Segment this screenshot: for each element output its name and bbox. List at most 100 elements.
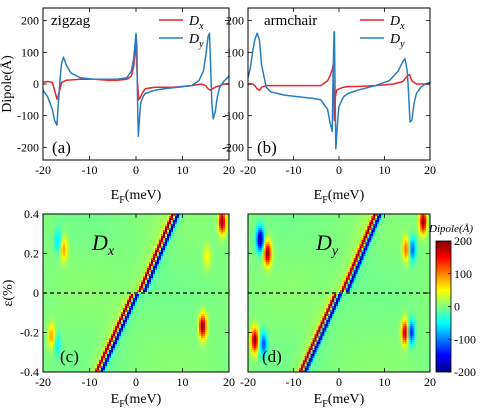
heatmap-cell: [183, 260, 186, 263]
heatmap-cell: [121, 296, 124, 299]
heatmap-cell: [155, 236, 158, 239]
heatmap-cell: [123, 234, 126, 237]
heatmap-cell: [215, 284, 218, 287]
heatmap-cell: [169, 272, 172, 275]
heatmap-cell: [51, 294, 54, 297]
heatmap-cell: [43, 262, 46, 265]
heatmap-cell: [205, 284, 208, 287]
heatmap-cell: [119, 252, 122, 255]
heatmap-cell: [195, 216, 198, 219]
heatmap-cell: [79, 288, 82, 291]
heatmap-cell: [83, 286, 86, 289]
heatmap-cell: [123, 228, 126, 231]
heatmap-cell: [69, 226, 72, 229]
heatmap-cell: [211, 266, 214, 269]
heatmap-cell: [189, 282, 192, 285]
heatmap-cell: [139, 306, 142, 309]
heatmap-cell: [123, 230, 126, 233]
heatmap-cell: [115, 256, 118, 259]
heatmap-cell: [117, 284, 120, 287]
heatmap-cell: [159, 302, 162, 305]
heatmap-cell: [183, 306, 186, 309]
heatmap-cell: [141, 310, 144, 313]
heatmap-cell: [169, 290, 172, 293]
heatmap-cell: [195, 254, 198, 257]
heatmap-cell: [171, 304, 174, 307]
heatmap-cell: [91, 254, 94, 257]
heatmap-cell: [193, 298, 196, 301]
heatmap-cell: [85, 286, 88, 289]
heatmap-cell: [71, 226, 74, 229]
heatmap-cell: [59, 298, 62, 301]
heatmap-cell: [69, 240, 72, 243]
heatmap-cell: [111, 220, 114, 223]
heatmap-cell: [81, 292, 84, 295]
heatmap-cell: [137, 302, 140, 305]
heatmap-cell: [213, 302, 216, 305]
heatmap-cell: [75, 246, 78, 249]
heatmap-cell: [135, 288, 138, 291]
heatmap-cell: [201, 288, 204, 291]
heatmap-cell: [61, 290, 64, 293]
heatmap-cell: [189, 238, 192, 241]
heatmap-cell: [181, 254, 184, 257]
heatmap-cell: [45, 230, 48, 233]
heatmap-cell: [167, 268, 170, 271]
heatmap-cell: [183, 244, 186, 247]
heatmap-cell: [141, 308, 144, 311]
heatmap-cell: [69, 242, 72, 245]
x-tick-label: 0: [336, 163, 342, 177]
heatmap-cell: [199, 260, 202, 263]
heatmap-cell: [45, 302, 48, 305]
heatmap-cell: [81, 310, 84, 313]
heatmap-cell: [217, 248, 220, 251]
heatmap-cell: [215, 252, 218, 255]
heatmap-cell: [155, 250, 158, 253]
heatmap-cell: [157, 310, 160, 313]
heatmap-cell: [187, 296, 190, 299]
heatmap-cell: [129, 266, 132, 269]
heatmap-cell: [87, 264, 90, 267]
heatmap-cell: [57, 254, 60, 257]
heatmap-cell: [205, 302, 208, 305]
heatmap-cell: [143, 304, 146, 307]
heatmap-cell: [63, 252, 66, 255]
heatmap-cell: [51, 254, 54, 257]
heatmap-cell: [159, 224, 162, 227]
heatmap-cell: [201, 282, 204, 285]
heatmap-cell: [57, 236, 60, 239]
heatmap-cell: [127, 282, 130, 285]
y-tick-label: 100: [21, 45, 39, 59]
heatmap-cell: [213, 294, 216, 297]
heatmap-cell: [153, 220, 156, 223]
heatmap-cell: [67, 282, 70, 285]
heatmap-cell: [81, 250, 84, 253]
heatmap-cell: [67, 220, 70, 223]
heatmap-cell: [115, 240, 118, 243]
heatmap-cell: [223, 298, 226, 301]
heatmap-cell: [191, 288, 194, 291]
heatmap-cell: [201, 228, 204, 231]
heatmap-cell: [159, 216, 162, 219]
heatmap-cell: [47, 254, 50, 257]
heatmap-cell: [213, 240, 216, 243]
heatmap-cell: [71, 222, 74, 225]
heatmap-cell: [103, 270, 106, 273]
heatmap-cell: [215, 308, 218, 311]
heatmap-cell: [169, 230, 172, 233]
heatmap-cell: [65, 304, 68, 307]
heatmap-cell: [161, 310, 164, 313]
heatmap-cell: [47, 290, 50, 293]
heatmap-cell: [77, 318, 80, 321]
heatmap-cell: [135, 290, 138, 293]
heatmap-cell: [105, 262, 108, 265]
heatmap-cell: [75, 272, 78, 275]
heatmap-cell: [175, 282, 178, 285]
heatmap-cell: [63, 254, 66, 257]
heatmap-cell: [113, 306, 116, 309]
heatmap-cell: [47, 264, 50, 267]
panel-b-xlabel: EF(meV): [314, 188, 365, 206]
heatmap-cell: [167, 300, 170, 303]
heatmap-cell: [147, 248, 150, 251]
heatmap-cell: [69, 308, 72, 311]
